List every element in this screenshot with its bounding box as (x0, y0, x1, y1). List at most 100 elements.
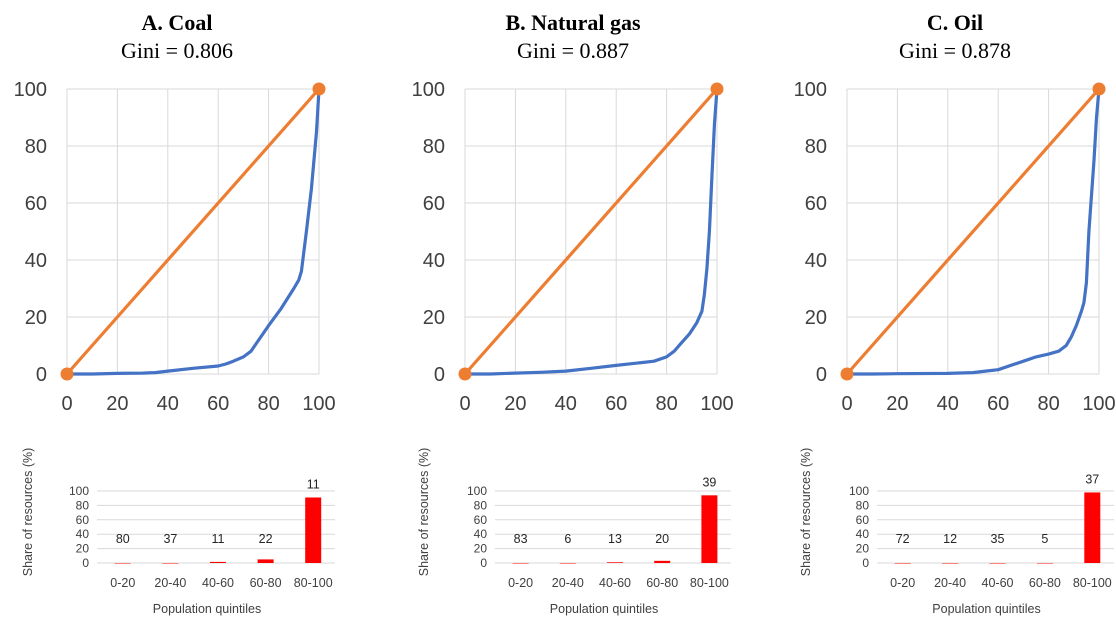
lorenz-plot: 0 20 40 60 80 100 0 20 40 60 80 100 (794, 79, 1116, 415)
bar-data-label: 35 (991, 532, 1005, 546)
x-tick-label: 100 (700, 393, 733, 415)
x-tick-label: 100 (302, 393, 335, 415)
x-tick-label: 60 (987, 393, 1009, 415)
lorenz-curve-line (845, 87, 1101, 376)
bar-category-label: 80-100 (294, 576, 333, 590)
bar-y-axis-title: Share of resources (%) (21, 448, 35, 577)
bar-y-tick-label: 100 (849, 484, 869, 498)
y-tick-label: 80 (423, 136, 445, 158)
bar-data-label: 37 (1085, 472, 1099, 486)
bar-y-tick-label: 20 (76, 542, 90, 556)
x-tick-label: 100 (1082, 393, 1115, 415)
y-tick-label: 100 (794, 79, 827, 101)
x-tick-label: 80 (1037, 393, 1059, 415)
bar-data-label: 20 (655, 532, 669, 546)
bar-data-label: 12 (943, 532, 957, 546)
bar-60-80 (1036, 563, 1053, 564)
bar-category-label: 0-20 (508, 576, 533, 590)
y-tick-label: 80 (25, 136, 47, 158)
bar-y-tick-label: 40 (474, 527, 488, 541)
bar-data-label: 80 (116, 532, 130, 546)
bar-data-label: 6 (564, 532, 571, 546)
panel-title: C. Oil (927, 10, 983, 35)
bar-40-60 (989, 563, 1006, 564)
bar-category-label: 60-80 (646, 576, 678, 590)
bar-0-20 (894, 563, 911, 564)
y-tick-label: 0 (36, 364, 47, 386)
quintile-bar-chart: 020406080100830-20620-401340-602060-8039… (417, 448, 731, 616)
equality-line-marker (840, 367, 854, 381)
y-tick-label: 20 (805, 307, 827, 329)
y-tick-label: 40 (805, 250, 827, 272)
bar-y-tick-label: 0 (82, 556, 89, 570)
bar-data-label: 22 (259, 532, 273, 546)
bar-category-label: 0-20 (110, 576, 135, 590)
equality-line (463, 87, 719, 376)
y-tick-label: 100 (14, 79, 47, 101)
x-tick-label: 60 (605, 393, 627, 415)
bar-60-80 (654, 560, 671, 563)
bar-data-label: 37 (163, 532, 177, 546)
bar-category-label: 80-100 (1073, 576, 1112, 590)
bar-data-label: 11 (307, 477, 320, 491)
bar-20-40 (162, 563, 179, 564)
bar-data-label: 72 (896, 532, 910, 546)
equality-line (845, 87, 1101, 376)
x-tick-label: 40 (555, 393, 577, 415)
y-tick-label: 60 (25, 193, 47, 215)
bar-y-tick-label: 60 (474, 513, 488, 527)
lorenz-plot: 0 20 40 60 80 100 0 20 40 60 80 100 (412, 79, 734, 415)
bar-category-label: 40-60 (982, 576, 1014, 590)
bar-0-20 (512, 563, 529, 564)
bar-x-axis-title: Population quintiles (550, 602, 658, 616)
equality-line-marker (1092, 82, 1106, 96)
quintile-bar-chart: 020406080100800-203720-401140-602260-801… (21, 448, 335, 616)
bar-60-80 (257, 559, 274, 563)
x-tick-label: 0 (459, 393, 470, 415)
bar-y-tick-label: 60 (76, 513, 90, 527)
bar-data-label: 13 (608, 532, 622, 546)
bar-x-axis-title: Population quintiles (153, 602, 261, 616)
x-tick-label: 60 (207, 393, 229, 415)
bar-y-tick-label: 100 (467, 484, 487, 498)
x-tick-label: 20 (886, 393, 908, 415)
bar-y-tick-label: 40 (856, 527, 870, 541)
bar-category-label: 60-80 (1029, 576, 1061, 590)
bar-y-tick-label: 20 (474, 542, 488, 556)
y-tick-label: 60 (423, 193, 445, 215)
bar-x-axis-title: Population quintiles (932, 602, 1040, 616)
bar-40-60 (210, 561, 226, 563)
y-tick-label: 40 (423, 250, 445, 272)
bar-y-tick-label: 80 (474, 498, 488, 512)
bar-80-100 (305, 497, 322, 563)
bar-0-20 (114, 563, 131, 564)
bar-y-tick-label: 0 (480, 556, 487, 570)
bar-y-tick-label: 100 (69, 484, 89, 498)
gini-subtitle: Gini = 0.806 (121, 38, 233, 63)
equality-line-marker (458, 367, 472, 381)
y-tick-label: 0 (434, 364, 445, 386)
y-tick-label: 60 (805, 193, 827, 215)
x-tick-label: 0 (61, 393, 72, 415)
bar-data-label: 5 (1041, 532, 1048, 546)
x-tick-label: 40 (157, 393, 179, 415)
bar-y-tick-label: 40 (76, 527, 90, 541)
bar-category-label: 40-60 (599, 576, 631, 590)
equality-line-marker (710, 82, 724, 96)
x-tick-label: 20 (504, 393, 526, 415)
lorenz-curve-line (463, 87, 719, 376)
y-tick-label: 20 (423, 307, 445, 329)
gini-subtitle: Gini = 0.878 (899, 38, 1011, 63)
bar-y-tick-label: 80 (856, 498, 870, 512)
y-tick-label: 40 (25, 250, 47, 272)
panel-title: A. Coal (142, 10, 213, 35)
bar-20-40 (942, 563, 959, 564)
bar-y-tick-label: 80 (76, 498, 90, 512)
bar-category-label: 20-40 (552, 576, 584, 590)
bar-20-40 (559, 563, 576, 564)
y-tick-label: 0 (816, 364, 827, 386)
x-tick-label: 80 (257, 393, 279, 415)
